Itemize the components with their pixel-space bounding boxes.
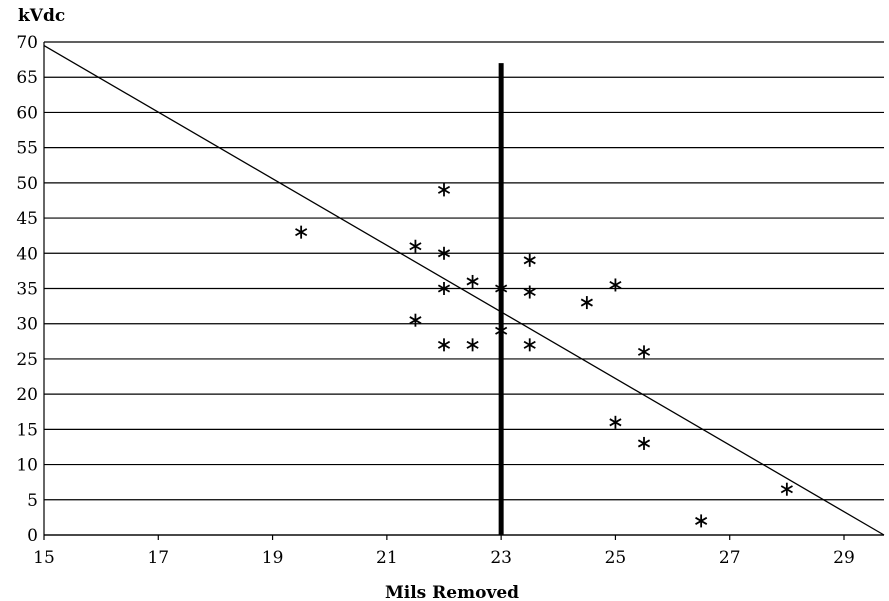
y-tick-label-35: 35 — [16, 280, 38, 300]
data-point-16-stroke — [609, 280, 622, 290]
data-point-13-stroke — [523, 287, 536, 297]
x-tick-label-27: 27 — [719, 548, 741, 568]
y-tick-label-20: 20 — [16, 385, 38, 405]
plot-frame — [43, 42, 884, 536]
data-point-1-stroke — [295, 228, 308, 237]
data-point-12-stroke — [523, 256, 536, 265]
data-point-18-stroke — [637, 347, 651, 356]
data-point-10 — [495, 282, 508, 295]
data-point-19-stroke — [637, 439, 651, 448]
y-tick-label-60: 60 — [16, 103, 38, 123]
y-tick-label-10: 10 — [16, 456, 38, 476]
data-points — [295, 183, 793, 528]
data-point-20-stroke — [695, 516, 708, 525]
data-point-17 — [609, 415, 622, 429]
data-point-10-stroke — [495, 284, 508, 293]
data-point-5-stroke — [437, 249, 451, 258]
data-point-8 — [466, 274, 479, 288]
data-point-13 — [523, 285, 536, 299]
horizontal-gridlines — [44, 41, 884, 536]
data-point-18 — [637, 345, 651, 359]
data-point-9-stroke — [466, 340, 479, 349]
data-point-11 — [495, 324, 508, 338]
data-point-11-stroke — [495, 326, 508, 335]
x-axis-tick-labels: 15 17 19 21 23 25 27 29 — [33, 535, 855, 568]
data-point-6-stroke — [437, 284, 451, 293]
y-axis-title: kVdc — [18, 6, 65, 26]
x-tick-label-15: 15 — [33, 548, 55, 568]
y-tick-label-50: 50 — [16, 174, 38, 194]
data-point-8-stroke — [466, 277, 479, 286]
data-point-6 — [437, 282, 451, 295]
data-point-15-stroke — [580, 298, 593, 307]
y-axis-tick-labels: 0 5 10 15 20 25 30 35 40 45 50 55 60 65 70 — [16, 33, 38, 546]
trend-line-group — [43, 44, 885, 536]
y-tick-label-45: 45 — [16, 209, 38, 229]
data-point-4-stroke — [437, 185, 451, 194]
x-tick-label-17: 17 — [147, 548, 169, 568]
data-point-17-stroke — [609, 418, 622, 427]
y-tick-label-0: 0 — [27, 526, 38, 546]
y-tick-label-25: 25 — [16, 350, 38, 370]
data-point-5 — [437, 246, 451, 260]
data-point-19 — [637, 436, 651, 450]
x-tick-label-29: 29 — [833, 548, 855, 568]
data-point-16 — [609, 278, 622, 292]
data-point-7-stroke — [437, 340, 451, 349]
data-point-12 — [523, 253, 536, 267]
data-point-14 — [523, 338, 536, 352]
data-point-3 — [409, 313, 422, 327]
data-point-20 — [695, 514, 708, 528]
y-tick-label-5: 5 — [27, 491, 38, 511]
data-point-7 — [437, 338, 451, 352]
y-tick-label-30: 30 — [16, 315, 38, 335]
y-tick-label-65: 65 — [16, 68, 38, 88]
x-tick-label-23: 23 — [490, 548, 512, 568]
x-axis-title: Mils Removed — [385, 583, 519, 601]
data-point-15 — [580, 296, 593, 310]
data-point-14-stroke — [523, 340, 536, 349]
y-tick-label-70: 70 — [16, 33, 38, 53]
data-point-9 — [466, 338, 479, 352]
data-point-21 — [780, 482, 793, 496]
x-tick-label-19: 19 — [262, 548, 284, 568]
trend-line — [43, 44, 885, 536]
x-tick-label-25: 25 — [605, 548, 627, 568]
y-tick-label-15: 15 — [16, 420, 38, 440]
data-point-21-stroke — [780, 485, 793, 494]
data-point-2-stroke — [409, 242, 422, 251]
x-tick-label-21: 21 — [376, 548, 398, 568]
y-tick-label-40: 40 — [16, 244, 38, 264]
data-point-1 — [295, 225, 308, 239]
data-point-2 — [409, 239, 422, 253]
y-tick-label-55: 55 — [16, 139, 38, 159]
data-point-4 — [437, 183, 451, 197]
data-point-3-stroke — [409, 316, 422, 325]
